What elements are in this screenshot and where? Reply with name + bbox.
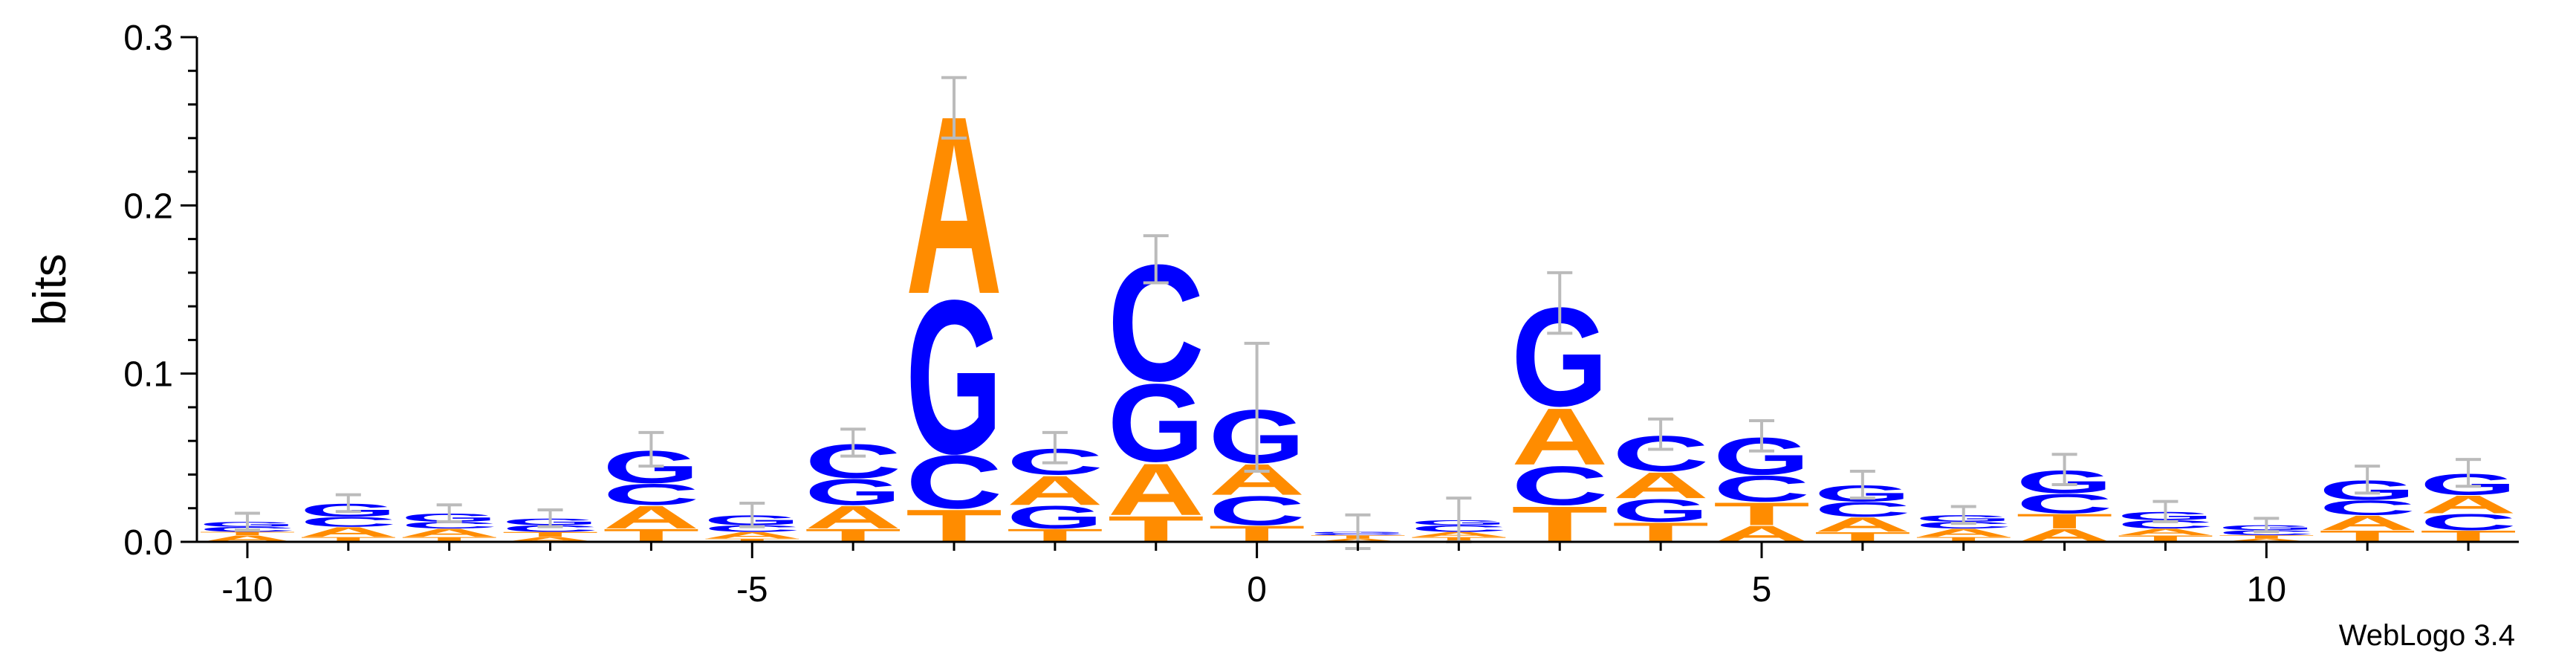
logo-letter-C: C (704, 523, 800, 534)
error-bar (941, 76, 967, 140)
logo-letter-C: C (2016, 488, 2112, 520)
logo-letter-A: A (1915, 526, 2012, 539)
error-bar (2254, 517, 2280, 534)
logo-letter-C: C (400, 520, 497, 531)
error-bar (1849, 469, 1875, 500)
error-bar (1648, 417, 1674, 451)
logo-letter-T: T (1915, 536, 2012, 543)
logo-letter-C: C (1814, 498, 1911, 521)
logo-letter-A: A (1612, 465, 1709, 507)
logo-letter-A: A (1007, 468, 1103, 514)
logo-letter-G: G (805, 472, 901, 513)
error-bar (2152, 499, 2178, 523)
logo-letter-A: A (704, 530, 800, 540)
error-bar (1950, 505, 1976, 525)
logo-letter-C: C (603, 478, 699, 511)
logo-letter-T: T (502, 531, 598, 538)
error-bar (840, 427, 866, 458)
logo-letter-C: C (1915, 520, 2012, 531)
logo-letter-A: A (2117, 527, 2213, 537)
logo-letter-C: C (1511, 455, 1608, 517)
error-bar (2456, 458, 2482, 488)
logo-letter-A: A (2420, 491, 2517, 519)
logo-letter-T: T (2016, 510, 2112, 533)
y-tick-label: 0.2 (123, 187, 173, 226)
logo-letter-T: T (300, 536, 397, 543)
logo-letter-A: A (400, 526, 497, 539)
y-tick-label: 0.1 (123, 355, 173, 395)
logo-letter-C: C (502, 523, 598, 534)
logo-letter-C: C (2319, 497, 2416, 520)
error-bar (1042, 430, 1068, 465)
logo-stacks: ATCGTACGTACGATCGTACGTACGTAGCTCGATGACTAGC… (199, 63, 2517, 552)
error-bar (2051, 453, 2077, 487)
x-tick-label: 10 (2247, 570, 2286, 609)
logo-letter-G: G (1108, 360, 1204, 485)
logo-letter-A: A (300, 525, 397, 540)
axes: 0.0 0.1 0.2 0.3 -10 -5 0 5 10 (123, 19, 2519, 609)
logo-letter-T: T (400, 536, 497, 543)
error-bar (537, 508, 563, 528)
logo-letter-A: A (1108, 448, 1204, 531)
logo-letter-A: A (2218, 537, 2314, 543)
error-bar (1748, 419, 1774, 453)
logo-letter-C: C (2117, 518, 2213, 531)
logo-letter-T: T (704, 537, 800, 543)
x-tick-label: -10 (221, 570, 273, 609)
logo-letter-T: T (1713, 496, 1810, 532)
logo-letter-C: C (1713, 468, 1810, 510)
x-tick-label: 5 (1752, 570, 1772, 609)
error-bar (1547, 271, 1573, 335)
error-bar (739, 501, 765, 528)
weblogo-credit: WebLogo 3.4 (2339, 619, 2515, 652)
error-bar (2355, 465, 2381, 495)
logo-letter-A: A (502, 536, 598, 543)
y-tick-label: 0.3 (123, 19, 173, 58)
logo-letter-A: A (2319, 511, 2416, 534)
logo-letter-A: A (1814, 513, 1911, 536)
error-bar (234, 511, 260, 532)
logo-letter-C: C (1208, 488, 1305, 534)
x-tick-label: 0 (1247, 570, 1267, 609)
logo-letter-A: A (603, 499, 699, 536)
logo-letter-A: A (805, 499, 901, 536)
logo-letter-G: G (906, 254, 1002, 499)
error-bar (1244, 341, 1270, 473)
logo-letter-C: C (2420, 509, 2517, 535)
error-bar (1143, 234, 1169, 285)
logo-letter-A: A (1511, 391, 1608, 482)
logo-letter-T: T (2218, 534, 2314, 540)
logo-letter-C: C (300, 514, 397, 530)
y-axis-label: bits (25, 253, 76, 325)
x-tick-label: -5 (736, 570, 768, 609)
error-bar (335, 493, 361, 514)
error-bar (436, 503, 462, 523)
logo-letter-C: C (906, 440, 1002, 525)
logo-letter-G: G (1612, 492, 1709, 528)
y-tick-label: 0.0 (123, 523, 173, 563)
logo-letter-G: G (1007, 499, 1103, 535)
error-bar (638, 430, 664, 468)
logo-letter-T: T (199, 531, 296, 536)
error-bars (234, 76, 2482, 551)
